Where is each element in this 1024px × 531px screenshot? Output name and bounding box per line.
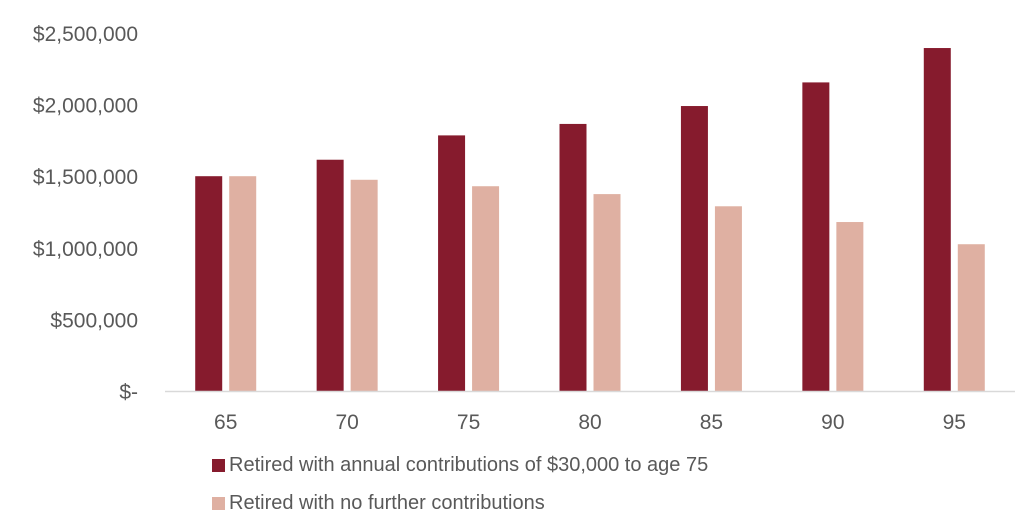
y-tick-label: $- [119,381,138,404]
bar-no-contributions-85 [714,206,742,391]
x-tick-label: 80 [578,411,601,434]
x-tick-label: 70 [335,411,358,434]
bar-contributions-70 [316,159,344,391]
bar-contributions-95 [923,48,951,391]
legend-swatch-no-contributions [212,497,225,510]
x-tick-label: 95 [943,411,966,434]
bar-no-contributions-90 [836,222,864,391]
bar-contributions-65 [195,176,223,391]
y-tick-label: $2,000,000 [33,95,138,118]
bar-contributions-90 [802,82,830,392]
bar-contributions-75 [438,135,466,391]
legend-item-contributions: Retired with annual contributions of $30… [212,454,708,477]
x-tick-label: 90 [821,411,844,434]
bar-no-contributions-75 [472,186,500,391]
bars [195,48,985,392]
y-tick-label: $1,000,000 [33,238,138,261]
legend-label-contributions: Retired with annual contributions of $30… [229,454,709,476]
legend-item-no-contributions: Retired with no further contributions [212,492,545,515]
bar-contributions-85 [680,106,708,392]
bar-no-contributions-80 [593,194,621,391]
y-axis-ticks: $- $500,000 $1,000,000 $1,500,000 $2,000,000… [33,23,138,404]
legend-label-no-contributions: Retired with no further contributions [229,492,545,514]
y-tick-label: $500,000 [50,309,138,332]
bar-contributions-80 [559,123,587,391]
y-tick-label: $2,500,000 [33,23,138,46]
y-tick-label: $1,500,000 [33,166,138,189]
x-axis-ticks: 65 70 75 80 85 90 95 [214,411,966,434]
bar-no-contributions-65 [229,176,257,391]
x-tick-label: 65 [214,411,237,434]
x-tick-label: 85 [700,411,723,434]
x-tick-label: 75 [457,411,480,434]
bar-no-contributions-70 [350,179,378,391]
legend-swatch-contributions [212,459,225,472]
bar-no-contributions-95 [957,244,985,391]
